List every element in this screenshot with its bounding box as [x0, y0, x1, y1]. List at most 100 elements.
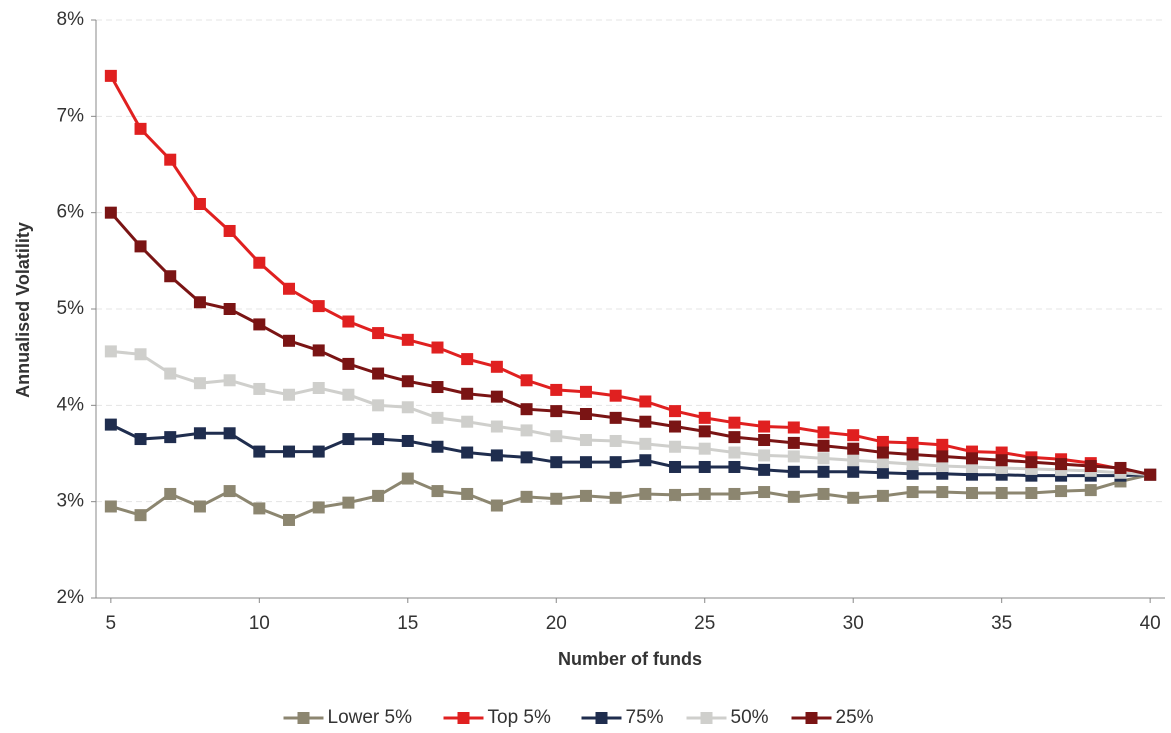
marker: [847, 491, 860, 504]
marker: [223, 427, 236, 440]
marker: [520, 374, 533, 387]
marker: [193, 500, 206, 513]
marker: [698, 411, 711, 424]
y-tick-label: 3%: [57, 491, 85, 512]
marker: [134, 240, 147, 253]
marker: [876, 446, 889, 459]
marker: [520, 451, 533, 464]
marker: [253, 502, 266, 515]
marker: [817, 452, 830, 465]
marker: [669, 440, 682, 453]
y-tick-label: 7%: [57, 105, 85, 126]
legend-label: Lower 5%: [328, 707, 413, 728]
marker: [401, 401, 414, 414]
legend-marker: [457, 712, 470, 724]
marker: [490, 449, 503, 462]
x-axis-label: Number of funds: [558, 649, 702, 669]
marker: [579, 408, 592, 421]
marker: [461, 415, 474, 428]
marker: [639, 415, 652, 428]
marker: [342, 496, 355, 509]
marker: [520, 424, 533, 437]
marker: [372, 399, 385, 412]
marker: [461, 353, 474, 366]
y-tick-label: 5%: [57, 298, 85, 319]
marker: [787, 465, 800, 478]
legend-label: 25%: [836, 707, 874, 728]
marker: [193, 427, 206, 440]
marker: [579, 385, 592, 398]
marker: [876, 466, 889, 479]
marker: [342, 315, 355, 328]
x-tick-label: 5: [106, 613, 117, 634]
y-tick-label: 2%: [57, 587, 85, 608]
line: [110, 473, 1151, 522]
marker: [817, 487, 830, 500]
marker: [193, 197, 206, 210]
series: [104, 468, 1157, 526]
marker: [401, 472, 414, 485]
marker: [372, 327, 385, 340]
marker: [520, 490, 533, 503]
marker: [876, 435, 889, 448]
marker: [787, 490, 800, 503]
marker: [164, 367, 177, 380]
marker: [223, 303, 236, 315]
marker: [223, 374, 236, 387]
marker: [847, 465, 860, 478]
marker: [490, 390, 503, 403]
marker: [550, 405, 563, 418]
marker: [787, 436, 800, 449]
x-tick-label: 40: [1140, 613, 1161, 634]
marker: [579, 489, 592, 502]
marker: [164, 153, 177, 166]
marker: [1114, 461, 1127, 474]
marker: [134, 122, 147, 135]
legend-label: 75%: [626, 707, 664, 728]
marker: [936, 438, 949, 451]
marker: [669, 460, 682, 473]
marker: [550, 430, 563, 443]
marker: [461, 487, 474, 500]
marker: [758, 486, 771, 499]
marker: [372, 489, 385, 502]
marker: [550, 456, 563, 469]
y-axis-label: Annualised Volatility: [13, 222, 33, 398]
x-tick-label: 10: [249, 613, 270, 634]
legend-item: 75%: [581, 707, 664, 728]
marker: [104, 69, 117, 82]
marker: [134, 509, 147, 522]
marker: [1025, 456, 1038, 469]
marker: [431, 485, 444, 498]
marker: [639, 437, 652, 450]
marker: [906, 486, 919, 499]
marker: [164, 487, 177, 500]
marker: [520, 403, 533, 416]
marker: [698, 460, 711, 473]
marker: [965, 486, 978, 499]
marker: [817, 465, 830, 478]
legend-item: 50%: [686, 707, 769, 728]
marker: [579, 456, 592, 469]
legend-item: Top 5%: [443, 707, 551, 728]
marker: [936, 460, 949, 473]
marker: [787, 450, 800, 463]
marker: [758, 463, 771, 476]
marker: [342, 357, 355, 370]
marker: [787, 421, 800, 434]
marker: [1055, 458, 1068, 471]
marker: [965, 452, 978, 465]
marker: [1084, 484, 1097, 497]
marker: [164, 431, 177, 444]
marker: [669, 488, 682, 501]
marker: [639, 395, 652, 408]
marker: [312, 344, 325, 357]
marker: [609, 456, 622, 469]
series: [104, 206, 1157, 481]
x-tick-label: 35: [991, 613, 1012, 634]
marker: [490, 360, 503, 373]
marker: [461, 387, 474, 400]
legend-item: Lower 5%: [283, 707, 413, 728]
marker: [758, 420, 771, 433]
marker: [104, 345, 117, 358]
